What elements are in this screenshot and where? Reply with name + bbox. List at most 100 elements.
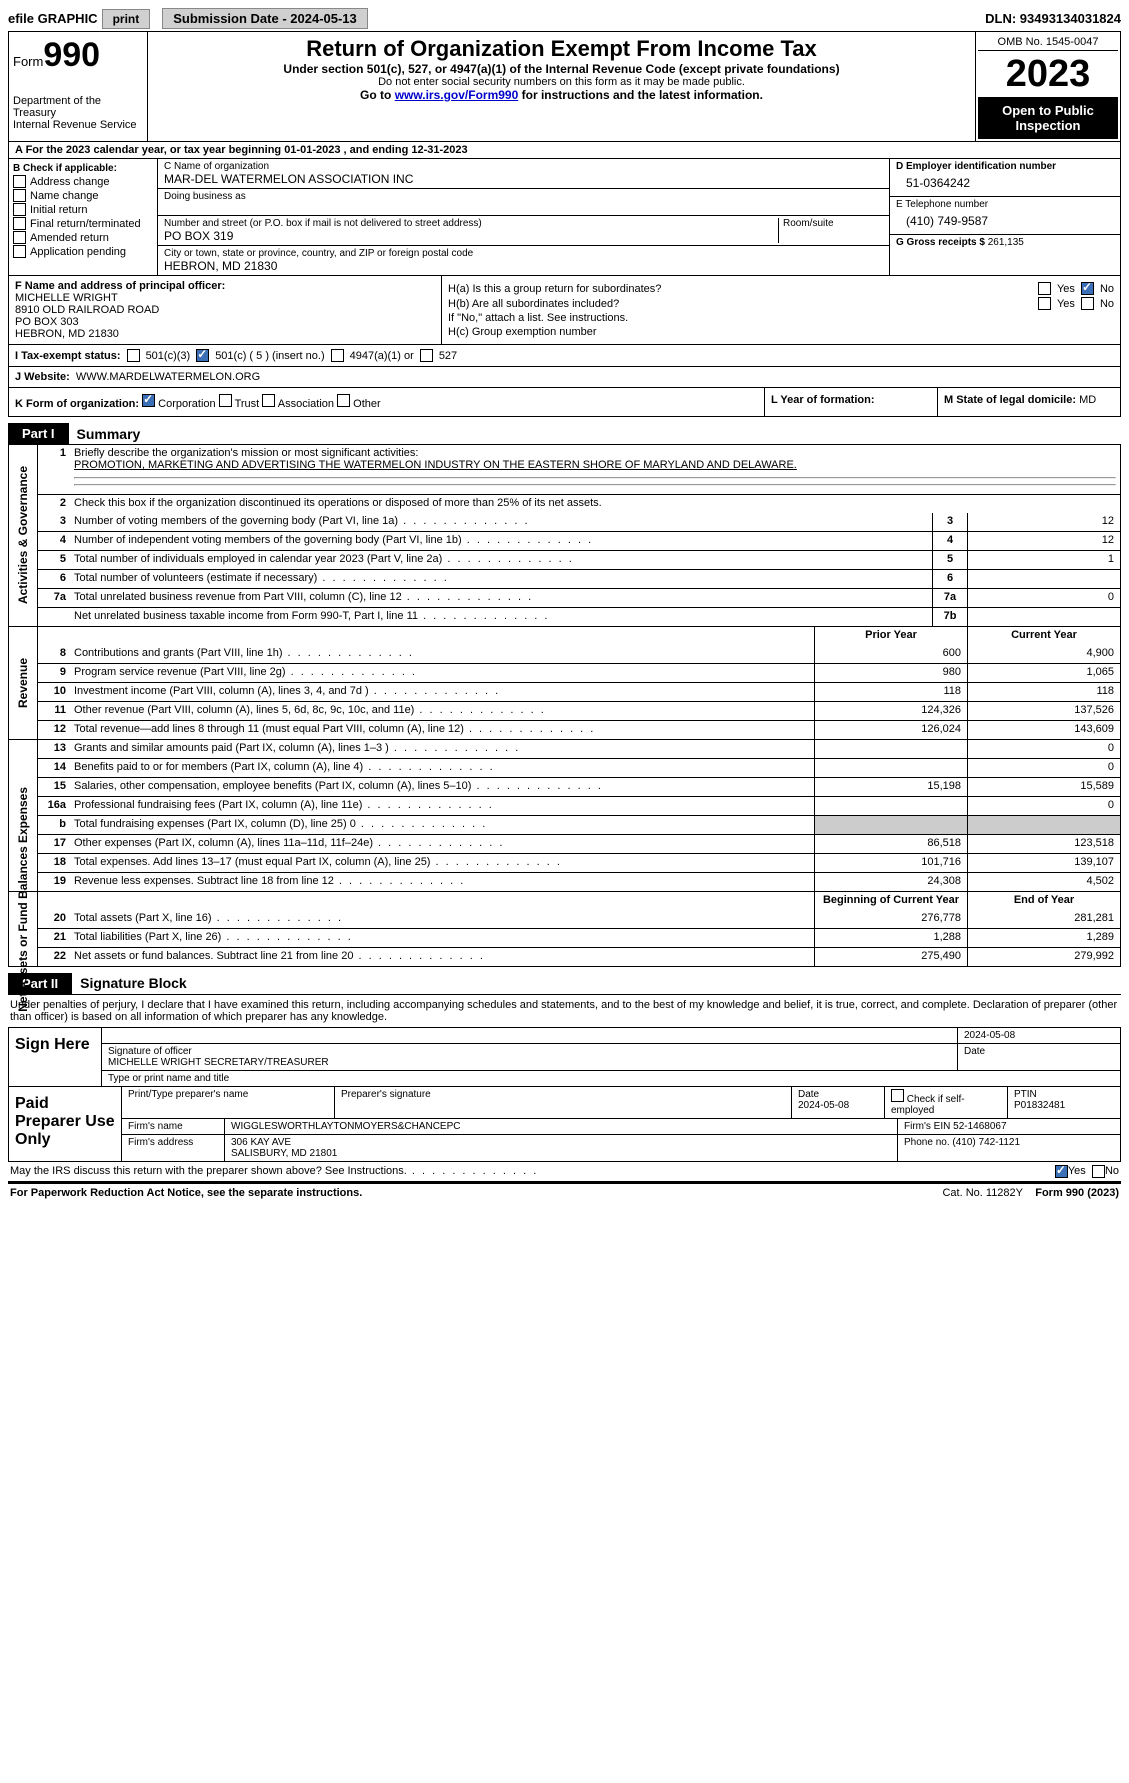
- chk-app-pending[interactable]: [13, 245, 26, 258]
- officer-lbl: F Name and address of principal officer:: [15, 280, 435, 292]
- expenses-block: Expenses 13Grants and similar amounts pa…: [8, 740, 1121, 892]
- part1-tag: Part I: [8, 423, 69, 444]
- chk-amended[interactable]: [13, 231, 26, 244]
- box-b-title: B Check if applicable:: [13, 163, 153, 174]
- prep-date-lbl: Date: [798, 1089, 819, 1100]
- hb-lbl: H(b) Are all subordinates included?: [448, 298, 1032, 310]
- submission-date: Submission Date - 2024-05-13: [162, 8, 368, 29]
- revenue-vlabel: Revenue: [9, 627, 38, 739]
- row-i: I Tax-exempt status: 501(c)(3) 501(c) ( …: [8, 345, 1121, 367]
- efile-label: efile GRAPHIC: [8, 11, 98, 26]
- chk-other[interactable]: [337, 394, 350, 407]
- discuss-no[interactable]: [1092, 1165, 1105, 1178]
- i-lbl: I Tax-exempt status:: [15, 350, 121, 362]
- hc-lbl: H(c) Group exemption number: [448, 326, 597, 338]
- form-sub1: Under section 501(c), 527, or 4947(a)(1)…: [156, 62, 967, 76]
- dept-label: Department of the Treasury Internal Reve…: [13, 95, 143, 131]
- phone-lbl: E Telephone number: [896, 199, 1114, 210]
- officer-addr1: 8910 OLD RAILROAD ROAD: [15, 304, 435, 316]
- irs-link[interactable]: www.irs.gov/Form990: [395, 88, 519, 102]
- sig-officer-lbl: Signature of officer: [108, 1046, 951, 1057]
- lbl-address-change: Address change: [30, 176, 110, 188]
- lbl-app-pending: Application pending: [30, 246, 126, 258]
- phone: (410) 749-9587: [896, 210, 1114, 232]
- lbl-corp: Corporation: [158, 398, 215, 410]
- room-lbl: Room/suite: [783, 218, 883, 229]
- col-f: F Name and address of principal officer:…: [9, 276, 442, 344]
- lbl-501c3: 501(c)(3): [146, 350, 191, 362]
- col-k: K Form of organization: Corporation Trus…: [9, 388, 764, 416]
- lbl-final-return: Final return/terminated: [30, 218, 141, 230]
- firm-lbl: Firm's name: [122, 1119, 225, 1134]
- form-990-label: Form990: [13, 36, 143, 75]
- chk-initial-return[interactable]: [13, 203, 26, 216]
- chk-4947[interactable]: [331, 349, 344, 362]
- col-h: H(a) Is this a group return for subordin…: [442, 276, 1120, 344]
- row-a-tax-year: A For the 2023 calendar year, or tax yea…: [8, 142, 1121, 159]
- footer-catno: Cat. No. 11282Y: [942, 1187, 1023, 1199]
- firm-name: WIGGLESWORTHLAYTONMOYERS&CHANCEPC: [225, 1119, 898, 1134]
- sub3-post: for instructions and the latest informat…: [518, 88, 763, 102]
- chk-assoc[interactable]: [262, 394, 275, 407]
- row-j: J Website: WWW.MARDELWATERMELON.ORG: [8, 367, 1121, 388]
- chk-corp[interactable]: [142, 394, 155, 407]
- paid-left-lbl: Paid Preparer Use Only: [9, 1087, 122, 1161]
- hb-no-lbl: No: [1100, 298, 1114, 310]
- lbl-trust: Trust: [235, 398, 260, 410]
- omb-number: OMB No. 1545-0047: [978, 34, 1118, 51]
- open-inspection: Open to Public Inspection: [978, 97, 1118, 139]
- form-prefix: Form: [13, 54, 43, 69]
- chk-501c3[interactable]: [127, 349, 140, 362]
- discuss-no-lbl: No: [1105, 1165, 1119, 1178]
- ha-no[interactable]: [1081, 282, 1094, 295]
- part1-title: Summary: [77, 426, 141, 442]
- m-lbl: M State of legal domicile:: [944, 394, 1076, 406]
- ein: 51-0364242: [896, 172, 1114, 194]
- topbar: efile GRAPHIC print Submission Date - 20…: [8, 8, 1121, 29]
- governance-vlabel-text: Activities & Governance: [16, 466, 30, 604]
- chk-name-change[interactable]: [13, 189, 26, 202]
- chk-501c[interactable]: [196, 349, 209, 362]
- chk-527[interactable]: [420, 349, 433, 362]
- lbl-name-change: Name change: [30, 190, 99, 202]
- part1-header: Part I Summary: [8, 423, 1121, 444]
- ha-yes-lbl: Yes: [1057, 283, 1075, 295]
- ha-yes[interactable]: [1038, 282, 1051, 295]
- sig-officer-name: MICHELLE WRIGHT SECRETARY/TREASURER: [108, 1057, 951, 1068]
- na-hdr-curr: End of Year: [967, 892, 1120, 910]
- sign-here-block: Sign Here 2024-05-08 Signature of office…: [8, 1027, 1121, 1087]
- hdr-prior: Prior Year: [814, 627, 967, 645]
- ptin-lbl: PTIN: [1014, 1089, 1037, 1100]
- prep-sig-lbl: Preparer's signature: [335, 1087, 792, 1118]
- section-bcdeg: B Check if applicable: Address change Na…: [8, 159, 1121, 276]
- header-right: OMB No. 1545-0047 2023 Open to Public In…: [975, 32, 1120, 141]
- footer: For Paperwork Reduction Act Notice, see …: [8, 1184, 1121, 1202]
- col-l: L Year of formation:: [764, 388, 937, 416]
- sig-intro: Under penalties of perjury, I declare th…: [8, 994, 1121, 1027]
- discuss-yes[interactable]: [1055, 1165, 1068, 1178]
- header-mid: Return of Organization Exempt From Incom…: [148, 32, 975, 141]
- mission-val: PROMOTION, MARKETING AND ADVERTISING THE…: [74, 459, 1116, 471]
- prep-date: 2024-05-08: [798, 1100, 849, 1111]
- hb-yes[interactable]: [1038, 297, 1051, 310]
- hb-no[interactable]: [1081, 297, 1094, 310]
- ha-lbl: H(a) Is this a group return for subordin…: [448, 283, 1032, 295]
- part2-title: Signature Block: [80, 975, 187, 991]
- firm-ein: 52-1468067: [953, 1121, 1006, 1132]
- netassets-vlabel-text: Net Assets or Fund Balances: [16, 846, 30, 1012]
- dln-label: DLN: 93493134031824: [985, 11, 1121, 26]
- col-m: M State of legal domicile: MD: [937, 388, 1120, 416]
- lbl-4947: 4947(a)(1) or: [350, 350, 414, 362]
- officer-name: MICHELLE WRIGHT: [15, 292, 435, 304]
- chk-address-change[interactable]: [13, 175, 26, 188]
- chk-final-return[interactable]: [13, 217, 26, 230]
- chk-self-emp[interactable]: [891, 1089, 904, 1102]
- chk-trust[interactable]: [219, 394, 232, 407]
- ptin: P01832481: [1014, 1100, 1065, 1111]
- print-button[interactable]: print: [102, 9, 151, 29]
- discuss-row: May the IRS discuss this return with the…: [8, 1162, 1121, 1181]
- officer-addr2: PO BOX 303: [15, 316, 435, 328]
- gross-val: 261,135: [988, 237, 1024, 248]
- governance-block: Activities & Governance 1 Briefly descri…: [8, 444, 1121, 627]
- sig-type-lbl: Type or print name and title: [102, 1071, 1120, 1086]
